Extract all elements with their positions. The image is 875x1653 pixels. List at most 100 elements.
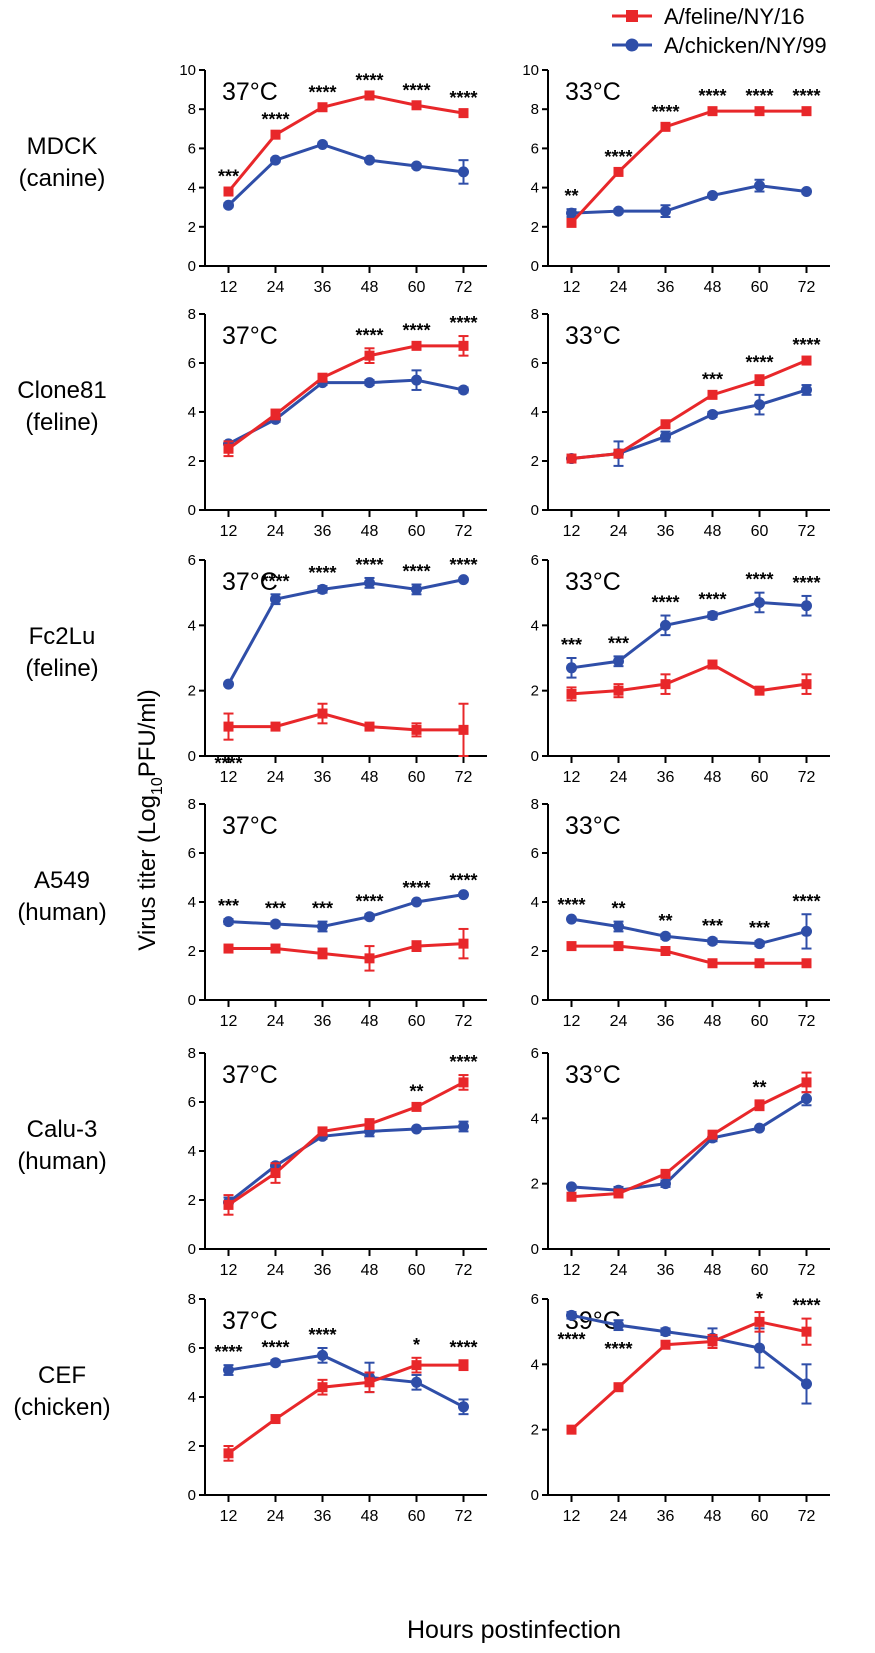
x-tick-label: 36 — [657, 279, 675, 296]
data-point-square — [223, 186, 234, 197]
series-line — [571, 1097, 808, 1192]
data-point-circle — [364, 577, 375, 589]
data-point-circle — [613, 205, 624, 217]
significance-label: **** — [449, 313, 477, 333]
legend: A/feline/NY/16 A/chicken/NY/99 — [612, 4, 827, 58]
x-tick-label: 12 — [220, 1508, 238, 1525]
significance-label: *** — [749, 918, 770, 938]
x-tick-label: 24 — [267, 769, 285, 786]
series-line — [228, 942, 464, 960]
y-tick-label: 6 — [188, 845, 196, 862]
significance-label: **** — [355, 325, 383, 345]
y-tick-label: 2 — [188, 219, 196, 236]
data-point-square — [566, 217, 577, 228]
x-tick-label: 48 — [704, 769, 722, 786]
data-point-square — [566, 1191, 577, 1202]
x-tick-label: 60 — [751, 1262, 769, 1279]
row-label-host-line: (feline) — [25, 409, 98, 436]
series-line — [571, 184, 807, 215]
data-point-square — [317, 1382, 328, 1393]
significance-label: **** — [745, 570, 773, 590]
significance-label: **** — [604, 147, 632, 167]
data-point-circle — [613, 1319, 624, 1331]
series-line — [227, 378, 464, 446]
data-point-circle — [270, 1357, 281, 1369]
x-tick-label: 36 — [314, 523, 332, 540]
panel-title: 37°C — [222, 1061, 278, 1089]
series-chicken — [223, 889, 469, 933]
series-line — [571, 917, 807, 946]
significance-label: ** — [752, 1077, 766, 1097]
data-point-square — [411, 1360, 422, 1371]
data-point-circle — [566, 913, 577, 925]
series-line — [227, 578, 464, 685]
x-tick-label: 24 — [267, 279, 285, 296]
x-tick-label: 60 — [408, 1013, 426, 1030]
data-point-square — [458, 938, 469, 949]
series-line — [571, 600, 807, 670]
significance-label: **** — [308, 563, 336, 583]
significance-label: ** — [564, 186, 578, 206]
row-label-4: Calu-3 (human) — [17, 1116, 106, 1175]
series-chicken — [223, 369, 469, 450]
x-tick-label: 72 — [455, 279, 473, 296]
y-tick-label: 4 — [188, 1389, 196, 1406]
data-point-circle — [754, 180, 765, 192]
row-label-3: A549 (human) — [17, 867, 106, 926]
data-point-square — [660, 121, 671, 132]
data-point-circle — [317, 1349, 328, 1361]
data-point-square — [270, 1168, 281, 1179]
series-feline — [223, 1074, 469, 1216]
x-tick-label: 48 — [704, 1508, 722, 1525]
series-line — [228, 711, 464, 732]
significance-label: **** — [214, 754, 242, 774]
data-point-square — [223, 1199, 234, 1210]
significance-label: **** — [651, 593, 679, 613]
y-tick-label: 2 — [188, 943, 196, 960]
y-axis-label-tail: PFU/ml) — [134, 689, 161, 777]
significance-label: ** — [658, 911, 672, 931]
data-point-circle — [801, 1093, 812, 1105]
data-point-circle — [754, 1122, 765, 1134]
x-tick-label: 24 — [610, 1262, 628, 1279]
x-axis-label: Hours postinfection — [407, 1616, 621, 1644]
legend-label: A/chicken/NY/99 — [664, 33, 827, 58]
significance-label: **** — [261, 110, 289, 130]
x-tick-label: 72 — [455, 1508, 473, 1525]
series-chicken — [223, 574, 469, 690]
x-tick-label: 24 — [610, 1508, 628, 1525]
row-label-0: MDCK (canine) — [19, 133, 106, 192]
x-tick-label: 24 — [267, 1262, 285, 1279]
x-tick-label: 60 — [751, 769, 769, 786]
y-tick-label: 6 — [531, 1045, 539, 1062]
data-point-square — [364, 1119, 375, 1130]
x-tick-label: 48 — [704, 1013, 722, 1030]
panel-title: 37°C — [222, 812, 278, 840]
series-line — [227, 1125, 464, 1204]
significance-label: **** — [214, 1342, 242, 1362]
series-feline — [223, 335, 469, 458]
data-point-circle — [364, 154, 375, 166]
data-point-square — [458, 108, 469, 119]
y-tick-label: 2 — [531, 219, 539, 236]
y-tick-label: 8 — [188, 306, 196, 323]
data-point-square — [270, 721, 281, 732]
series-feline — [566, 1311, 812, 1435]
series-chicken — [566, 1091, 812, 1196]
significance-label: **** — [698, 589, 726, 609]
x-tick-label: 24 — [267, 523, 285, 540]
row-label-host-line: (feline) — [25, 655, 98, 682]
x-tick-label: 12 — [563, 1262, 581, 1279]
x-tick-label: 48 — [361, 1013, 379, 1030]
data-point-circle — [411, 896, 422, 908]
series-chicken — [223, 1120, 469, 1209]
legend-marker-circle — [625, 38, 639, 52]
legend-item-chicken: A/chicken/NY/99 — [612, 33, 827, 58]
x-tick-label: 48 — [704, 279, 722, 296]
data-point-circle — [458, 1401, 469, 1413]
data-point-square — [566, 453, 577, 464]
significance-label: * — [756, 1289, 763, 1309]
x-tick-label: 36 — [314, 1508, 332, 1525]
panel-title: 33°C — [565, 78, 621, 106]
